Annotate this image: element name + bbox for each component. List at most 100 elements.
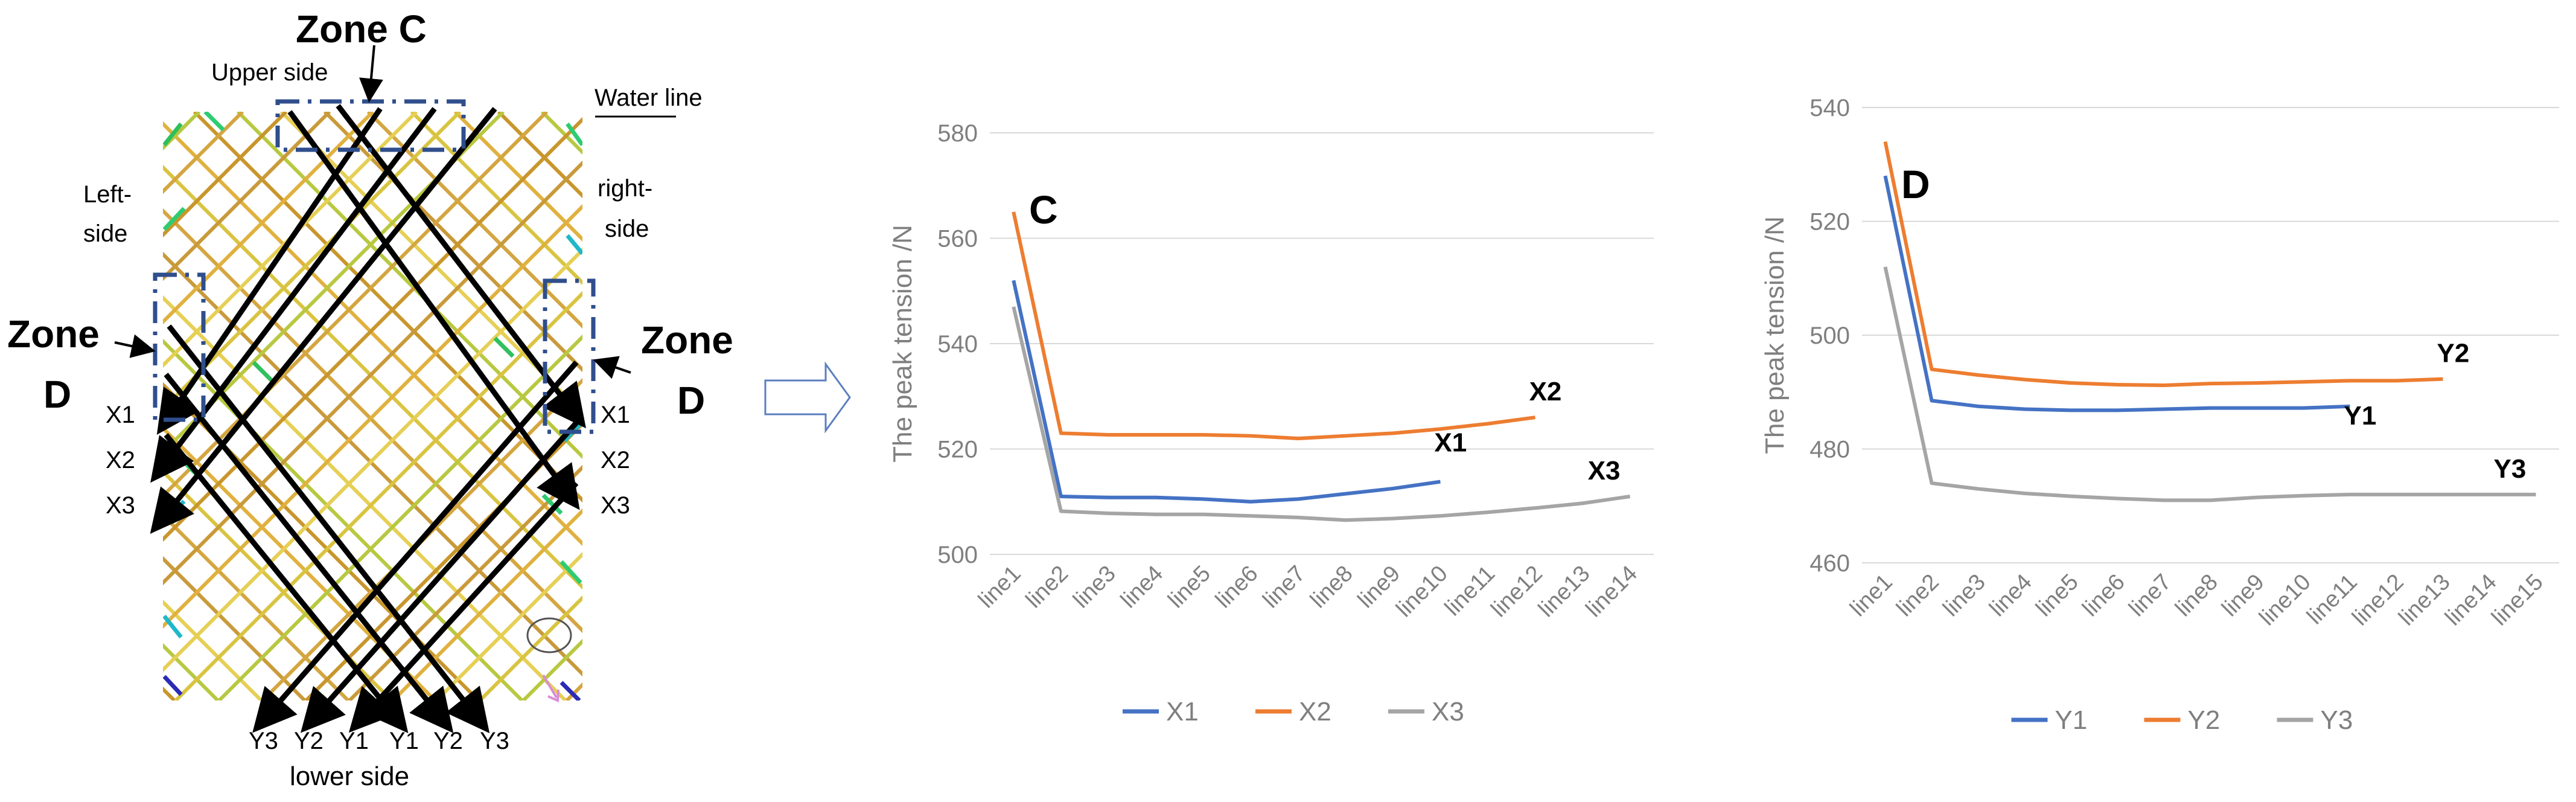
bottom-y1-right-label: Y1	[389, 728, 419, 754]
mesh-edge-twine	[252, 361, 273, 382]
series-annotation-x3: X3	[1588, 456, 1621, 486]
x-tick-label: line7	[1258, 561, 1310, 613]
left-x3-label: X3	[106, 492, 135, 519]
legend-label-y1: Y1	[2055, 705, 2088, 735]
mesh-twine	[348, 464, 582, 701]
mesh-edge-twine	[493, 336, 515, 358]
legend-label-y2: Y2	[2188, 705, 2221, 735]
y-tick-label: 540	[1809, 95, 1850, 121]
mesh-twine	[174, 290, 582, 701]
bottom-y3-left-label: Y3	[249, 728, 278, 754]
mesh-edge-twine	[560, 681, 581, 701]
mesh-twine	[163, 469, 394, 701]
mesh-twine	[163, 112, 288, 238]
x-tick-label: line2	[1892, 569, 1943, 621]
y-tick-label: 520	[1809, 209, 1850, 236]
series-annotation-x2: X2	[1529, 377, 1562, 406]
load-line-arrow	[167, 324, 490, 734]
mesh-twine	[0, 112, 25, 701]
mesh-edge-twine	[163, 614, 183, 639]
mesh-twine	[193, 112, 582, 503]
legend-label-x2: X2	[1299, 697, 1331, 727]
series-line-x1	[1012, 280, 1441, 504]
series-annotation-y1: Y1	[2344, 401, 2377, 431]
mesh-edge-twine	[163, 207, 186, 231]
y-axis-label: The peak tension /N	[1760, 216, 1790, 454]
x-tick-label: line2	[1021, 561, 1073, 613]
x-tick-label: line6	[2077, 569, 2129, 621]
panel-letter: D	[1901, 162, 1930, 207]
mesh-twine	[410, 112, 582, 286]
mesh-twine	[391, 508, 582, 701]
y-tick-label: 580	[937, 120, 978, 147]
y-tick-label: 520	[937, 437, 978, 463]
x-tick-label: line10	[2254, 569, 2315, 630]
mesh-twine	[163, 117, 582, 542]
mesh-edge-twine	[566, 122, 582, 147]
mesh-edge-twine	[163, 675, 183, 696]
x-tick-label: line3	[1938, 569, 1990, 621]
mesh-edge-twine	[203, 112, 225, 132]
mesh-twine	[217, 334, 582, 701]
mesh-edge-twine	[163, 122, 183, 147]
lower-side-label: lower side	[290, 762, 409, 791]
upper-side-label: Upper side	[211, 59, 328, 86]
load-line-arrow	[348, 481, 579, 733]
series-line-x3	[1012, 306, 1631, 522]
y-tick-label: 560	[937, 226, 978, 252]
series-line-y1	[1883, 175, 2350, 412]
load-line-arrow	[156, 107, 383, 435]
y-tick-label: 500	[937, 542, 978, 568]
mesh-twine	[304, 421, 582, 701]
right-x3-label: X3	[601, 492, 630, 519]
zone-d-right-pointer	[593, 356, 631, 379]
left-x1-label: X1	[106, 402, 135, 428]
mesh-twine	[163, 247, 582, 673]
legend-label-x1: X1	[1166, 697, 1199, 727]
x-tick-label: line4	[1116, 561, 1168, 613]
x-tick-label: line11	[2302, 569, 2362, 629]
right-x1-label: X1	[601, 402, 630, 428]
net-diagram: Zone C Upper side Water line Left- side …	[0, 7, 1217, 791]
mesh-twine	[163, 164, 582, 590]
bottom-y3-right-label: Y3	[480, 728, 509, 754]
mesh-twine	[236, 112, 582, 460]
mesh-twine	[629, 112, 1217, 701]
x-tick-label: line13	[1534, 561, 1595, 622]
load-line-arrow	[252, 361, 579, 733]
zone-d-left-pointer	[114, 334, 156, 358]
load-line-arrow	[287, 110, 580, 510]
water-line-label: Water line	[595, 85, 703, 111]
mesh-twine	[163, 112, 418, 368]
right-side-label-2: side	[605, 216, 649, 242]
mesh-edge-twine	[566, 234, 582, 255]
mesh-twine	[565, 682, 582, 701]
mesh-twine	[163, 251, 582, 677]
x-tick-label: line3	[1068, 561, 1120, 613]
pink-pointer	[542, 674, 558, 699]
mesh-twine	[163, 208, 582, 634]
x-tick-label: line7	[2124, 569, 2176, 621]
x-tick-label: line11	[1440, 561, 1500, 621]
bottom-y2-right-label: Y2	[433, 728, 463, 754]
y-tick-label: 500	[1809, 322, 1850, 349]
load-line-arrow	[301, 421, 579, 733]
series-line-y2	[1883, 141, 2443, 387]
x-tick-label: line5	[2031, 569, 2083, 621]
load-line-arrow	[164, 433, 409, 733]
x-tick-label: line8	[1306, 561, 1357, 613]
x-tick-label: line15	[2487, 569, 2548, 630]
mesh-twine	[163, 121, 582, 547]
x-tick-label: line8	[2170, 569, 2222, 621]
mesh-twine	[163, 204, 582, 629]
left-side-label-1: Left-	[83, 181, 132, 208]
mesh-twine	[163, 112, 331, 281]
y-tick-label: 480	[1809, 437, 1850, 463]
mesh-twine	[323, 112, 582, 373]
bottom-y1-left-label: Y1	[339, 728, 369, 754]
mesh-twine	[163, 160, 582, 586]
left-side-label-2: side	[83, 220, 127, 247]
